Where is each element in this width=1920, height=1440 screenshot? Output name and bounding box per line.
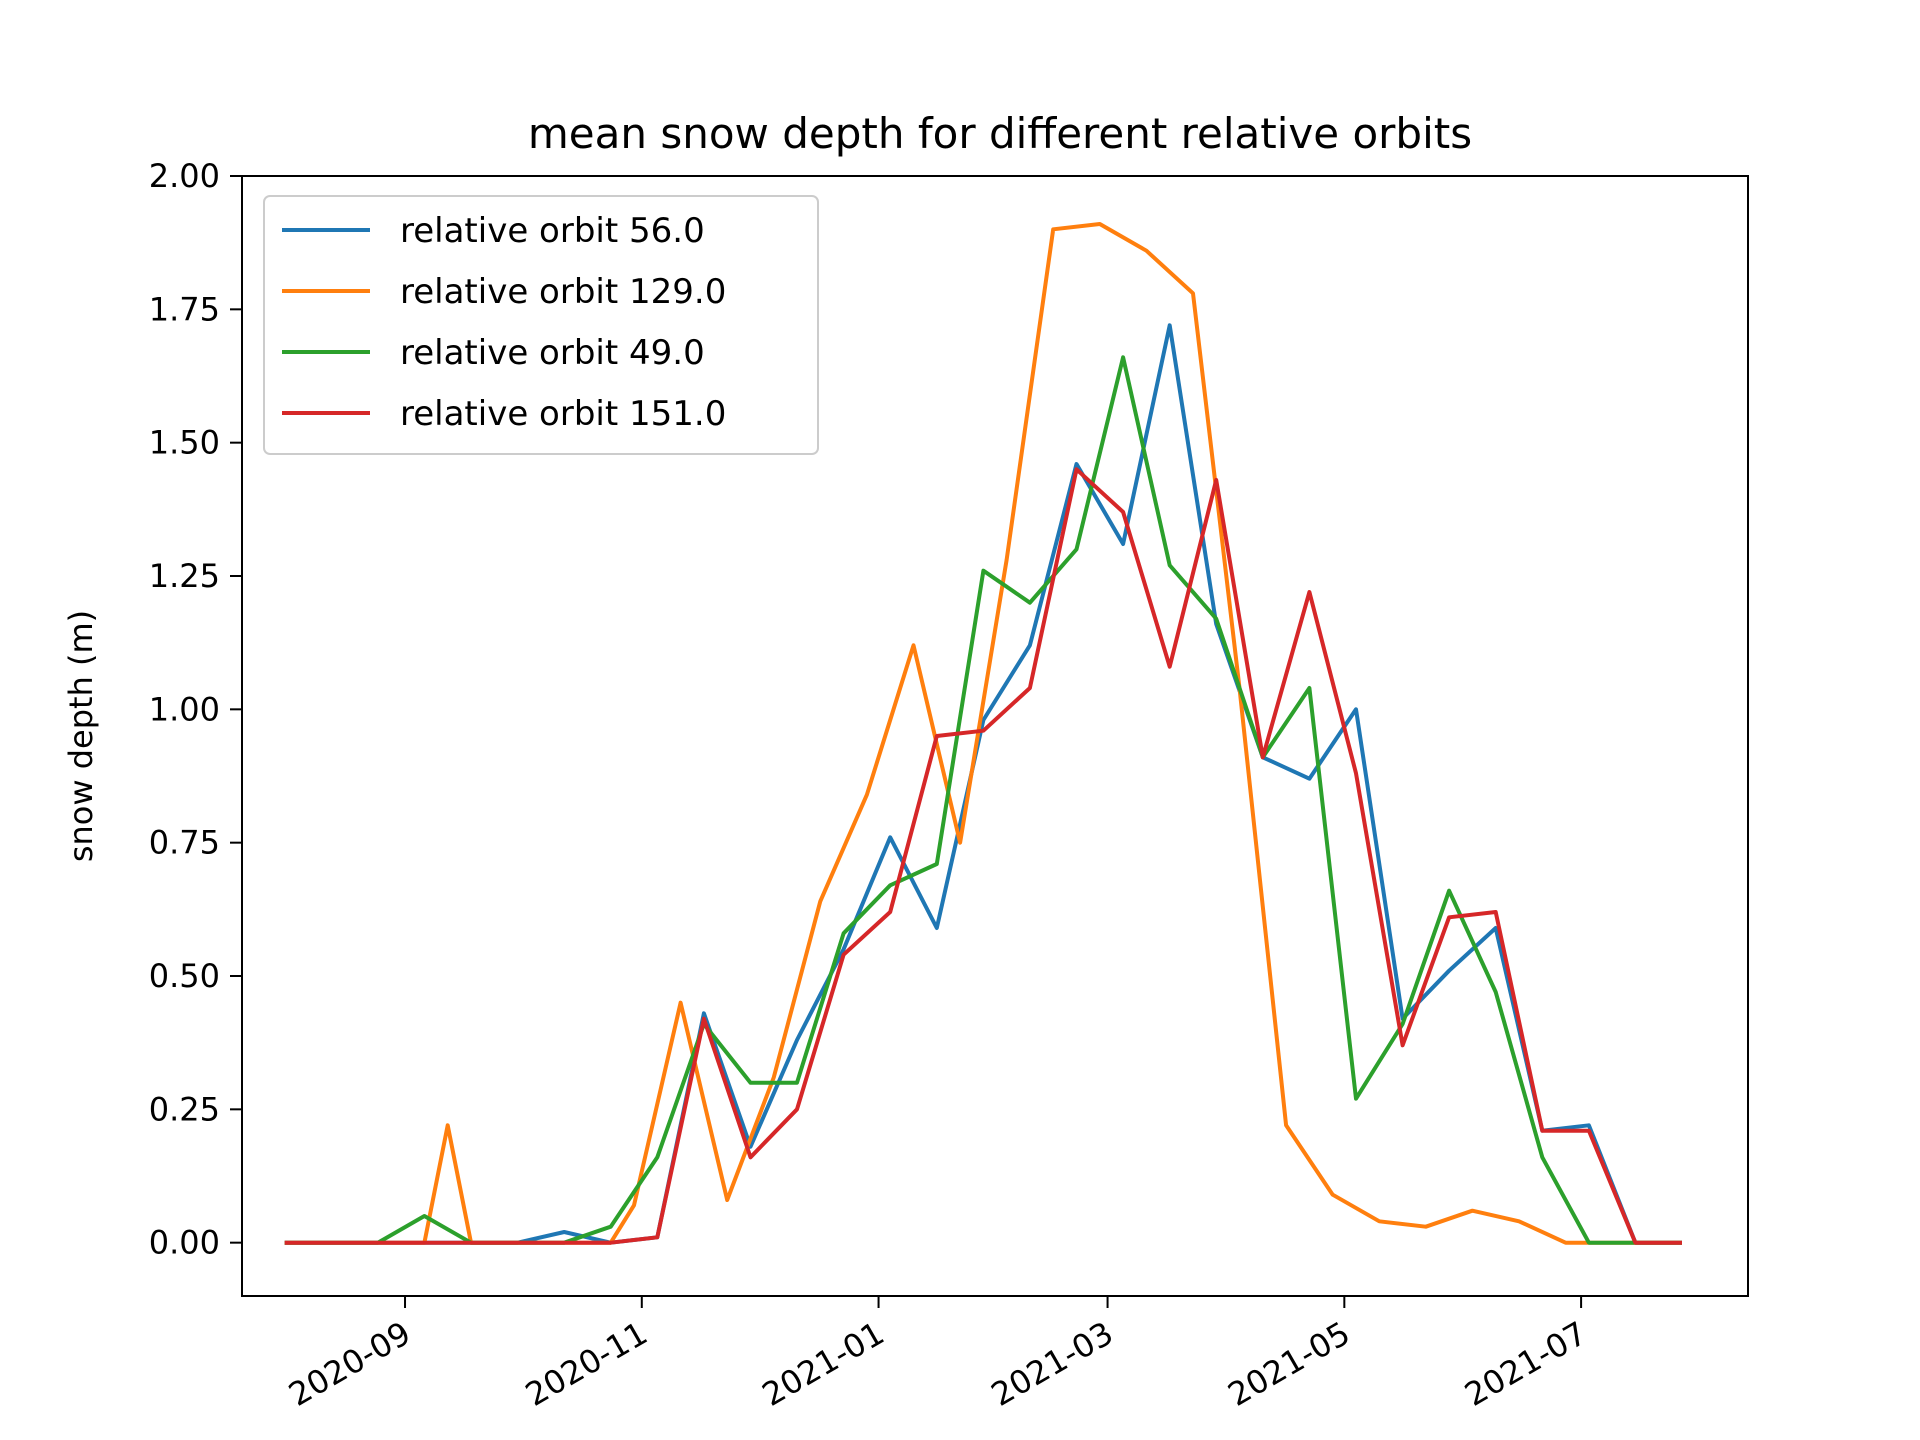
plot-frame [241, 175, 1749, 1297]
y-axis-label: snow depth (m) [62, 610, 100, 862]
legend-label-3: relative orbit 49.0 [400, 333, 705, 373]
y-tick-label: 1.75 [149, 290, 220, 328]
plot-area [284, 222, 1682, 1245]
y-axis: 0.00 0.25 0.50 0.75 1.00 1.25 1.50 1.75 2.00 [149, 157, 242, 1262]
y-tick-label: 0.25 [149, 1090, 220, 1128]
y-tick-label: 1.25 [149, 557, 220, 595]
chart-title: mean snow depth for different relative o… [528, 109, 1472, 158]
series-line-4 [284, 467, 1682, 1245]
legend-label-2: relative orbit 129.0 [400, 272, 726, 312]
y-tick-label: 0.00 [149, 1224, 220, 1262]
y-tick-label: 0.75 [149, 824, 220, 862]
legend-label-4: relative orbit 151.0 [400, 394, 726, 434]
legend-frame [263, 195, 819, 455]
y-tick-label: 1.00 [149, 690, 220, 728]
y-tick-label: 2.00 [149, 157, 220, 195]
y-tick-label: 0.50 [149, 957, 220, 995]
legend-label-1: relative orbit 56.0 [400, 211, 705, 251]
y-tick-label: 1.50 [149, 424, 220, 462]
series-layer [284, 222, 1682, 1245]
legend: relative orbit 56.0 relative orbit 129.0 r… [263, 195, 819, 455]
